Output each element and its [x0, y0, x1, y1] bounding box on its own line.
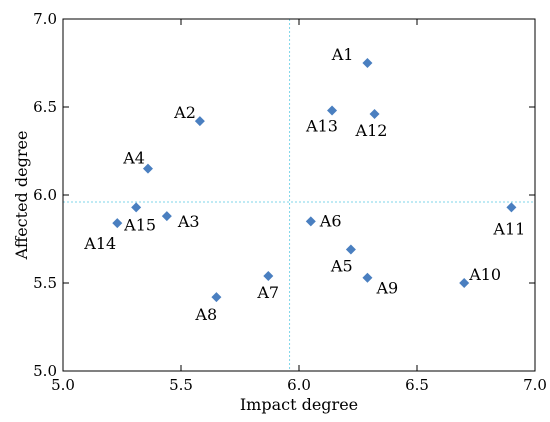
data-point-a3	[161, 211, 172, 222]
data-point-a7	[263, 270, 274, 281]
data-point-a6	[305, 216, 316, 227]
y-tick-label: 6.5	[33, 98, 57, 116]
data-point-a11	[506, 202, 517, 213]
point-label-a9: A9	[375, 279, 398, 298]
reference-lines	[63, 19, 535, 371]
data-point-a5	[345, 244, 356, 255]
x-tick-label: 5.5	[169, 376, 193, 394]
y-tick-label: 5.5	[33, 274, 57, 292]
y-tick-label: 7.0	[33, 10, 57, 28]
point-label-a4: A4	[122, 149, 145, 168]
point-label-a13: A13	[305, 117, 338, 136]
data-point-a8	[211, 292, 222, 303]
point-label-a2: A2	[173, 103, 196, 122]
point-label-a5: A5	[330, 257, 353, 276]
point-label-a8: A8	[194, 305, 217, 324]
point-label-a6: A6	[319, 211, 342, 230]
y-axis-title: Affected degree	[12, 131, 31, 261]
plot-frame	[62, 18, 536, 372]
point-label-a3: A3	[177, 212, 200, 231]
point-label-a15: A15	[123, 215, 156, 234]
data-point-a13	[327, 105, 338, 116]
x-tick-label: 6.5	[405, 376, 429, 394]
x-axis-title: Impact degree	[240, 395, 358, 414]
data-point-a4	[142, 163, 153, 174]
x-tick-label: 5.0	[51, 376, 75, 394]
data-point-a10	[459, 278, 470, 288]
data-points	[112, 58, 517, 303]
data-point-a1	[362, 58, 373, 68]
point-label-a1: A1	[331, 45, 354, 64]
point-label-a10: A10	[468, 265, 501, 284]
point-labels: A1 A2 A3 A4 A5 A6 A7 A8 A9 A10 A11 A12 A13 A14 A15	[83, 45, 525, 324]
x-axis-ticks: 5.0 5.5 6.0 6.5 7.0	[51, 19, 547, 394]
data-point-a9	[362, 272, 373, 283]
point-label-a7: A7	[256, 283, 279, 302]
data-point-a12	[369, 109, 380, 120]
y-tick-label: 6.0	[33, 186, 57, 204]
x-tick-label: 6.0	[287, 376, 311, 394]
data-point-a15	[131, 202, 142, 213]
point-label-a11: A11	[492, 219, 525, 238]
point-label-a14: A14	[83, 234, 116, 253]
data-point-a2	[194, 116, 205, 127]
point-label-a12: A12	[355, 121, 388, 140]
data-point-a14	[112, 218, 123, 229]
y-axis-ticks: 5.0 5.5 6.0 6.5 7.0	[33, 10, 535, 380]
plot-area	[63, 19, 535, 371]
x-tick-label: 7.0	[523, 376, 547, 394]
y-tick-label: 5.0	[33, 362, 57, 380]
